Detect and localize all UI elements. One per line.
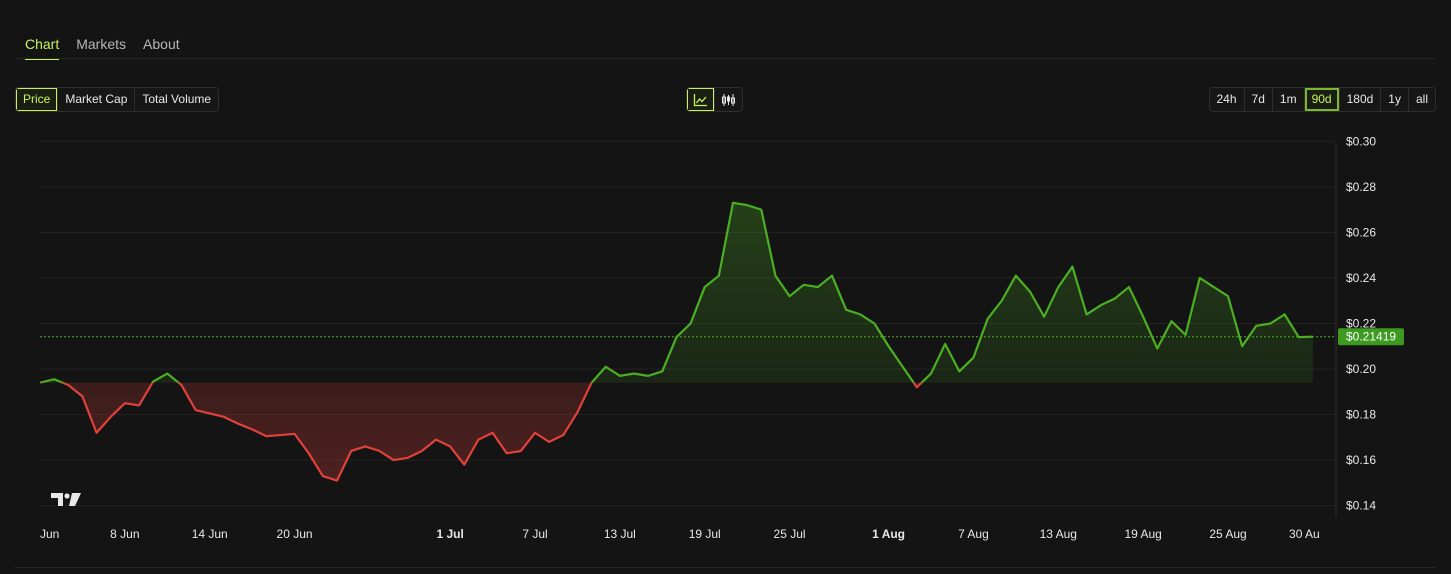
tab-about[interactable]: About [143,36,180,52]
x-tick-label: 8 Jun [110,527,139,541]
x-tick-label: 1 Aug [872,527,905,541]
range-1m-button[interactable]: 1m [1271,88,1304,111]
x-tick-label: 7 Aug [958,527,989,541]
market-cap-button[interactable]: Market Cap [57,88,135,111]
range-1y-button[interactable]: 1y [1380,88,1408,111]
chart-type-selector [686,87,743,112]
price-button[interactable]: Price [16,88,58,111]
area-fill-down [40,382,1313,481]
x-tick-label: 7 Jul [522,527,547,541]
area-fills [40,202,1313,481]
range-7d-button[interactable]: 7d [1243,88,1272,111]
x-tick-label: 25 Aug [1209,527,1246,541]
tab-bar: Chart Markets About [25,36,197,60]
bottom-divider [15,567,1436,568]
y-tick-label: $0.30 [1346,134,1376,148]
x-tick-label: 14 Jun [192,527,228,541]
y-tick-label: $0.20 [1346,362,1376,376]
y-tick-label: $0.28 [1346,180,1376,194]
x-tick-label: Jun [40,527,59,541]
candlestick-chart-button[interactable] [714,88,742,111]
total-volume-button[interactable]: Total Volume [134,88,219,111]
y-tick-label: $0.16 [1346,453,1376,467]
x-tick-label: 19 Aug [1124,527,1161,541]
tab-chart[interactable]: Chart [25,36,60,60]
tabs-divider [15,58,1436,59]
candlestick-icon [722,93,735,106]
current-price-badge: $0.21419 [1338,328,1404,346]
y-axis-ticks: $0.30 $0.28 $0.26 $0.24 $0.22 $0.20 $0.18 $0.16… [1346,134,1376,512]
x-axis-ticks: Jun 8 Jun 14 Jun 20 Jun 1 Jul 7 Jul 13 Jul 19 J… [40,527,1320,541]
line-chart-button[interactable] [687,88,714,111]
current-price-label: $0.21419 [1346,330,1396,344]
x-tick-label: 30 Au [1289,527,1320,541]
x-tick-label: 13 Jul [604,527,636,541]
range-90d-button[interactable]: 90d [1303,88,1339,111]
tab-markets[interactable]: Markets [76,36,127,52]
y-tick-label: $0.22 [1346,317,1376,331]
x-tick-label: 20 Jun [277,527,313,541]
line-chart-icon [693,93,707,106]
x-tick-label: 19 Jul [689,527,721,541]
y-tick-label: $0.14 [1346,499,1376,513]
range-180d-button[interactable]: 180d [1338,88,1381,111]
y-tick-label: $0.18 [1346,408,1376,422]
x-tick-label: 13 Aug [1040,527,1077,541]
range-selector: 24h 7d 1m 90d 180d 1y all [1208,87,1436,112]
range-24h-button[interactable]: 24h [1209,88,1244,111]
y-tick-label: $0.24 [1346,271,1376,285]
metric-selector: Price Market Cap Total Volume [15,87,220,112]
y-tick-label: $0.26 [1346,225,1376,239]
x-tick-label: 25 Jul [774,527,806,541]
tradingview-logo-icon [51,493,81,506]
price-chart[interactable]: $0.30 $0.28 $0.26 $0.24 $0.22 $0.20 $0.18 $0.16… [0,130,1451,555]
area-fill-up [40,202,1313,383]
range-all-button[interactable]: all [1407,88,1435,111]
x-tick-label: 1 Jul [436,527,463,541]
series-line-down [39,382,924,482]
